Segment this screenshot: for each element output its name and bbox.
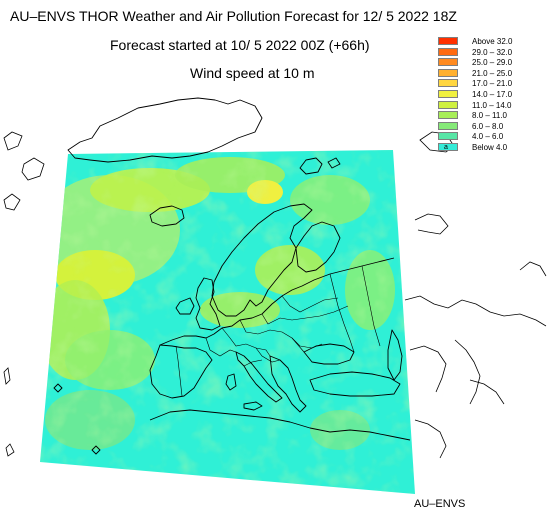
legend-swatch: a — [438, 142, 458, 151]
credit-label: AU–ENVS — [414, 498, 466, 510]
legend-label: 8.0 – 11.0 — [472, 111, 507, 121]
legend-row: 17.0 – 21.0 — [434, 78, 542, 89]
variable-label: Wind speed at 10 m — [190, 65, 315, 81]
legend-row: 14.0 – 17.0 — [434, 89, 542, 100]
color-legend: Above 32.0 29.0 – 32.0 25.0 – 29.0 21.0 – 2… — [434, 36, 542, 153]
legend-swatch — [438, 37, 458, 45]
legend-row: 11.0 – 14.0 — [434, 100, 542, 111]
legend-marker: a — [444, 143, 448, 151]
wind-texture — [40, 150, 415, 494]
forecast-start-label: Forecast started at 10/ 5 2022 00Z (+66h… — [110, 37, 370, 53]
legend-swatch — [438, 79, 458, 88]
legend-row: 21.0 – 25.0 — [434, 68, 542, 79]
legend-row: 29.0 – 32.0 — [434, 47, 542, 58]
legend-label: 25.0 – 29.0 — [472, 58, 513, 68]
legend-row: Above 32.0 — [434, 36, 542, 47]
legend-label: 17.0 – 21.0 — [472, 79, 513, 89]
map-title: AU–ENVS THOR Weather and Air Pollution F… — [10, 8, 457, 24]
legend-label: Below 4.0 — [472, 142, 508, 152]
coastlines — [53, 97, 411, 455]
legend-swatch — [438, 58, 458, 67]
legend-label: 14.0 – 17.0 — [472, 89, 513, 99]
legend-label: 4.0 – 6.0 — [472, 132, 504, 142]
legend-row: a Below 4.0 — [434, 142, 542, 153]
wind-field — [40, 150, 415, 494]
legend-row: 6.0 – 8.0 — [434, 121, 542, 132]
country-borders — [175, 265, 381, 397]
legend-swatch — [438, 111, 458, 120]
legend-swatch — [438, 89, 458, 98]
legend-swatch — [438, 47, 458, 56]
legend-swatch — [438, 121, 458, 130]
legend-row: 4.0 – 6.0 — [434, 131, 542, 142]
legend-row: 25.0 – 29.0 — [434, 57, 542, 68]
legend-label: 21.0 – 25.0 — [472, 68, 513, 78]
legend-swatch — [438, 132, 458, 141]
legend-label: 6.0 – 8.0 — [472, 121, 504, 131]
legend-label: 11.0 – 14.0 — [472, 100, 512, 110]
legend-swatch — [438, 100, 458, 109]
legend-swatch — [438, 68, 458, 77]
outer-coastlines — [3, 131, 547, 459]
legend-row: 8.0 – 11.0 — [434, 110, 542, 121]
legend-label: 29.0 – 32.0 — [472, 47, 513, 57]
legend-label: Above 32.0 — [472, 37, 513, 46]
